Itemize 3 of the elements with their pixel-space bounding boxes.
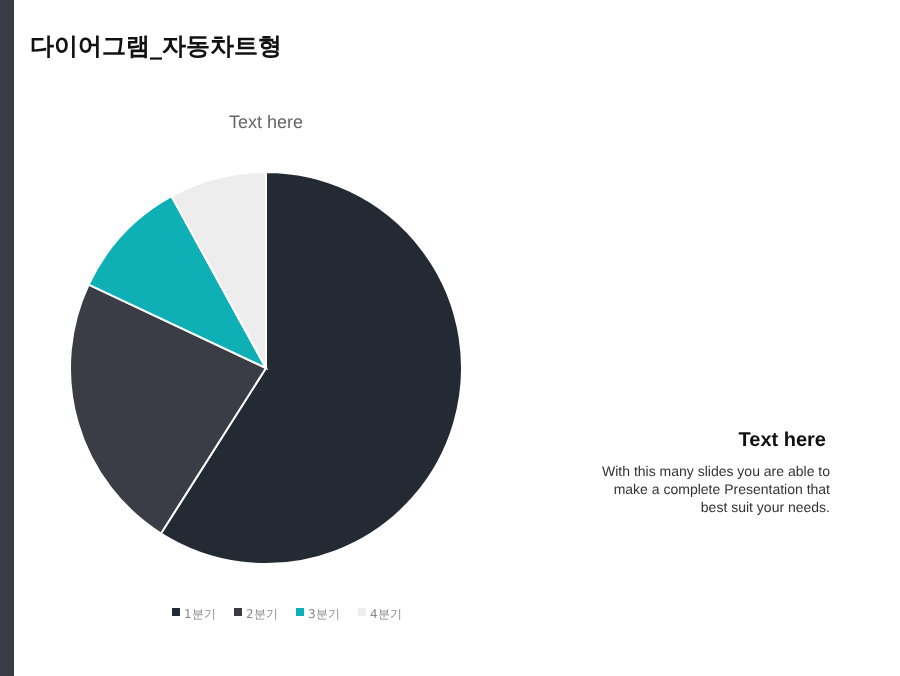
chart-title: 다이어그램_자동차트형 — [30, 32, 282, 60]
chart-subtitle: Text here — [228, 112, 304, 132]
text: Text here — [738, 430, 827, 452]
